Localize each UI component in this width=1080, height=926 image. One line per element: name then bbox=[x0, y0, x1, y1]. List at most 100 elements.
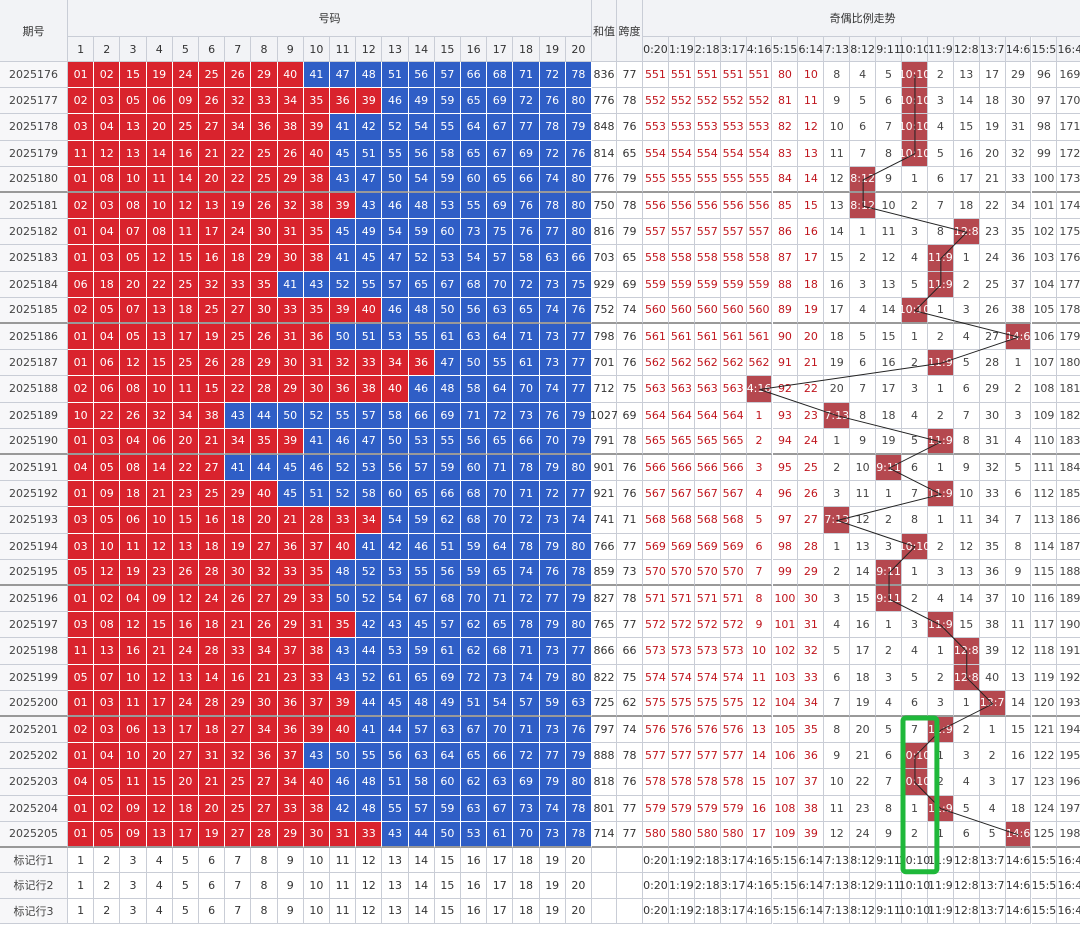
trend-omission: 10 bbox=[850, 455, 877, 482]
drawn-number: 32 bbox=[199, 271, 226, 298]
footer-number-label: 18 bbox=[513, 873, 540, 899]
drawn-number: 35 bbox=[303, 88, 330, 115]
drawn-number: 66 bbox=[513, 428, 540, 455]
trend-omission: 11 bbox=[824, 795, 851, 822]
trend-omission: 2 bbox=[927, 769, 954, 796]
drawn-number: 38 bbox=[277, 114, 304, 141]
trend-omission: 580 bbox=[694, 821, 721, 848]
drawn-number: 17 bbox=[172, 717, 199, 744]
drawn-number: 52 bbox=[330, 455, 357, 482]
trend-omission: 573 bbox=[668, 638, 695, 665]
trend-omission: 181 bbox=[1057, 376, 1080, 403]
drawn-number: 29 bbox=[277, 612, 304, 639]
span-value: 74 bbox=[617, 717, 643, 744]
trend-omission: 4 bbox=[927, 586, 954, 613]
trend-omission: 567 bbox=[643, 481, 669, 508]
trend-omission: 6 bbox=[902, 455, 928, 482]
trend-omission: 571 bbox=[668, 586, 695, 613]
number-column-label: 11 bbox=[330, 37, 357, 62]
drawn-number: 74 bbox=[539, 166, 566, 193]
trend-omission: 85 bbox=[772, 193, 799, 220]
trend-omission: 573 bbox=[694, 638, 721, 665]
drawn-number: 01 bbox=[68, 62, 95, 89]
drawn-number: 62 bbox=[461, 638, 488, 665]
trend-omission: 22 bbox=[798, 376, 825, 403]
trend-omission: 30 bbox=[798, 586, 825, 613]
drawn-number: 38 bbox=[303, 166, 330, 193]
drawn-number: 15 bbox=[146, 350, 173, 377]
trend-omission: 566 bbox=[643, 455, 669, 482]
drawn-number: 57 bbox=[513, 690, 540, 717]
trend-omission: 38 bbox=[798, 795, 825, 822]
trend-omission: 13 bbox=[798, 140, 825, 167]
drawn-number: 10 bbox=[146, 507, 173, 534]
footer-number-label: 6 bbox=[199, 873, 226, 899]
drawn-number: 72 bbox=[487, 402, 514, 429]
issue-number: 2025192 bbox=[0, 481, 68, 508]
footer-number-label: 12 bbox=[356, 873, 383, 899]
trend-omission: 3 bbox=[902, 612, 928, 639]
trend-omission: 40 bbox=[979, 664, 1006, 691]
footer-trend-label: 12:8 bbox=[953, 873, 980, 899]
trend-ratio: 9:11 bbox=[876, 559, 902, 586]
trend-omission: 2 bbox=[927, 533, 954, 560]
issue-number: 2025205 bbox=[0, 821, 68, 848]
issue-number: 2025203 bbox=[0, 769, 68, 796]
trend-omission: 178 bbox=[1057, 298, 1080, 324]
sum-value: 776 bbox=[592, 88, 617, 115]
trend-omission: 9 bbox=[953, 455, 980, 482]
trend-omission: 99 bbox=[1031, 140, 1058, 167]
drawn-number: 40 bbox=[303, 140, 330, 167]
trend-omission: 17 bbox=[824, 297, 851, 324]
trend-omission: 571 bbox=[643, 586, 669, 613]
drawn-number: 03 bbox=[94, 717, 121, 744]
drawn-number: 28 bbox=[199, 638, 226, 665]
trend-omission: 89 bbox=[772, 297, 799, 324]
trend-omission: 1 bbox=[927, 455, 954, 482]
span-value: 76 bbox=[617, 350, 643, 377]
trend-omission: 573 bbox=[720, 638, 747, 665]
drawn-number: 65 bbox=[408, 271, 435, 298]
drawn-number: 75 bbox=[565, 271, 592, 298]
trend-omission: 9 bbox=[1005, 559, 1032, 586]
drawn-number: 21 bbox=[199, 769, 226, 796]
drawn-number: 16 bbox=[199, 245, 226, 272]
header-trend: 奇偶比例走势 bbox=[643, 0, 1080, 37]
drawn-number: 68 bbox=[461, 481, 488, 508]
drawn-number: 48 bbox=[330, 559, 357, 586]
trend-omission: 182 bbox=[1057, 403, 1080, 429]
trend-omission: 1 bbox=[902, 166, 928, 193]
trend-omission: 559 bbox=[720, 271, 747, 298]
trend-omission: 9 bbox=[824, 743, 851, 770]
drawn-number: 18 bbox=[225, 507, 252, 534]
trend-omission: 5 bbox=[1005, 455, 1032, 482]
drawn-number: 66 bbox=[434, 481, 461, 508]
trend-omission: 556 bbox=[720, 193, 747, 220]
trend-omission: 8 bbox=[850, 402, 877, 429]
drawn-number: 33 bbox=[225, 271, 252, 298]
footer-trend-label: 4:16 bbox=[746, 848, 773, 874]
drawn-number: 01 bbox=[68, 743, 95, 770]
footer-trend-label: 15:5 bbox=[1031, 848, 1058, 874]
footer-empty bbox=[592, 898, 617, 924]
drawn-number: 55 bbox=[330, 402, 357, 429]
trend-omission: 5 bbox=[876, 717, 902, 744]
trend-omission: 20 bbox=[850, 717, 877, 744]
drawn-number: 71 bbox=[461, 402, 488, 429]
trend-omission: 172 bbox=[1057, 141, 1080, 167]
trend-omission: 3 bbox=[927, 690, 954, 717]
drawn-number: 44 bbox=[356, 690, 383, 717]
footer-empty bbox=[592, 848, 617, 874]
drawn-number: 66 bbox=[408, 402, 435, 429]
drawn-number: 80 bbox=[565, 664, 592, 691]
drawn-number: 73 bbox=[539, 350, 566, 377]
drawn-number: 79 bbox=[565, 743, 592, 770]
footer-number-label: 19 bbox=[539, 848, 566, 874]
trend-omission: 560 bbox=[746, 297, 773, 324]
drawn-number: 76 bbox=[513, 193, 540, 220]
footer-number-label: 4 bbox=[146, 898, 173, 924]
sum-value: 929 bbox=[592, 271, 617, 298]
trend-omission: 37 bbox=[1005, 271, 1032, 298]
drawn-number: 05 bbox=[120, 88, 147, 115]
footer-trend-label: 0:20 bbox=[643, 873, 669, 899]
